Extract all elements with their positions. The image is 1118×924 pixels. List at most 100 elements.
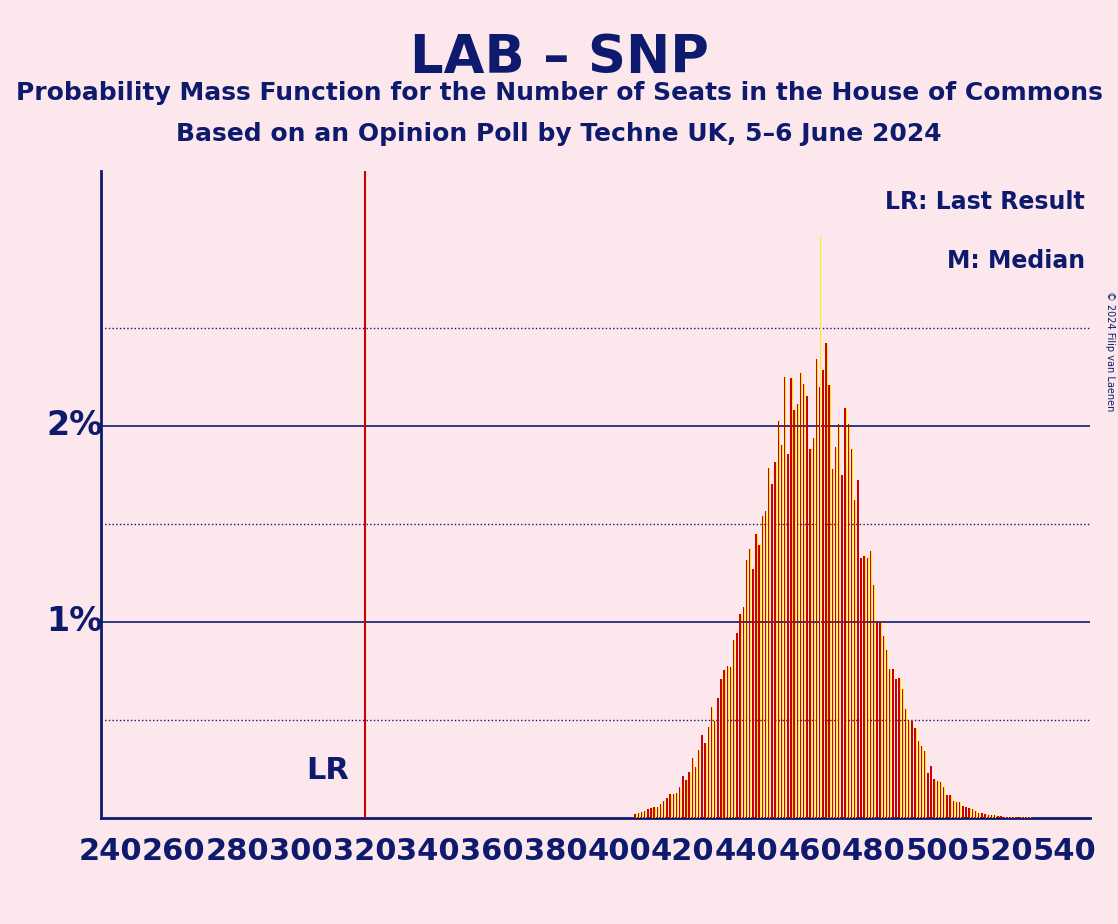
Bar [918,741,920,818]
Bar [637,812,639,818]
Bar [842,476,843,818]
Text: LAB – SNP: LAB – SNP [409,32,709,84]
Bar [1006,817,1008,818]
Bar [739,614,741,818]
Bar [909,721,910,818]
Bar [698,750,700,818]
Bar [737,633,738,818]
Bar [982,813,984,818]
Bar [870,552,871,818]
Bar [963,806,964,818]
Bar [667,797,669,818]
Bar [861,558,862,818]
Bar [940,783,941,818]
Bar [682,776,683,818]
Bar [901,688,903,818]
Bar [896,679,897,818]
Bar [785,377,786,818]
Bar [863,556,865,818]
Bar [885,650,888,818]
Bar [976,810,977,818]
Bar [790,378,792,818]
Bar [794,410,796,818]
Bar [949,795,950,818]
Bar [816,359,818,818]
Bar [752,569,755,818]
Bar [683,776,684,818]
Bar [832,469,833,818]
Bar [743,607,745,818]
Bar [781,444,783,818]
Bar [882,636,884,818]
Bar [934,779,935,818]
Bar [825,344,826,818]
Bar [747,560,748,818]
Bar [854,500,856,818]
Bar [818,387,821,818]
Bar [813,438,814,818]
Bar [704,744,705,818]
Bar [844,407,846,818]
Bar [925,751,926,818]
Bar [816,359,817,818]
Bar [731,667,732,818]
Bar [984,814,986,818]
Bar [946,796,948,818]
Text: © 2024 Filip van Laenen: © 2024 Filip van Laenen [1106,291,1115,411]
Bar [1011,817,1012,818]
Bar [911,721,912,818]
Bar [807,395,808,818]
Bar [985,814,986,818]
Bar [972,809,973,818]
Bar [928,772,929,818]
Bar [670,794,671,818]
Bar [819,387,821,818]
Bar [657,807,659,818]
Bar [761,516,764,818]
Bar [871,552,872,818]
Text: LR: Last Result: LR: Last Result [885,190,1086,214]
Bar [978,813,979,818]
Bar [868,557,869,818]
Bar [768,468,769,818]
Bar [916,727,917,818]
Bar [728,666,729,818]
Bar [937,782,938,818]
Bar [661,805,662,818]
Bar [806,395,807,818]
Bar [717,699,719,818]
Bar [723,670,724,818]
Bar [973,809,974,818]
Bar [833,469,834,818]
Bar [959,802,961,818]
Bar [823,370,824,818]
Bar [921,747,923,818]
Bar [969,808,970,818]
Bar [799,372,802,818]
Bar [675,793,678,818]
Bar [724,670,726,818]
Bar [746,560,747,818]
Text: Based on an Opinion Poll by Techne UK, 5–6 June 2024: Based on an Opinion Poll by Techne UK, 5… [177,122,941,146]
Bar [692,759,693,818]
Bar [645,810,646,818]
Bar [714,722,717,818]
Bar [995,815,996,818]
Bar [927,772,929,818]
Bar [638,812,639,818]
Bar [915,727,916,818]
Bar [809,449,811,818]
Bar [749,549,750,818]
Bar [982,813,983,818]
Bar [935,779,936,818]
Bar [874,585,875,818]
Bar [906,709,907,818]
Bar [718,699,719,818]
Bar [733,640,736,818]
Bar [670,794,672,818]
Bar [860,558,862,818]
Bar [711,707,713,818]
Bar [940,783,942,818]
Bar [635,814,636,818]
Bar [673,794,675,818]
